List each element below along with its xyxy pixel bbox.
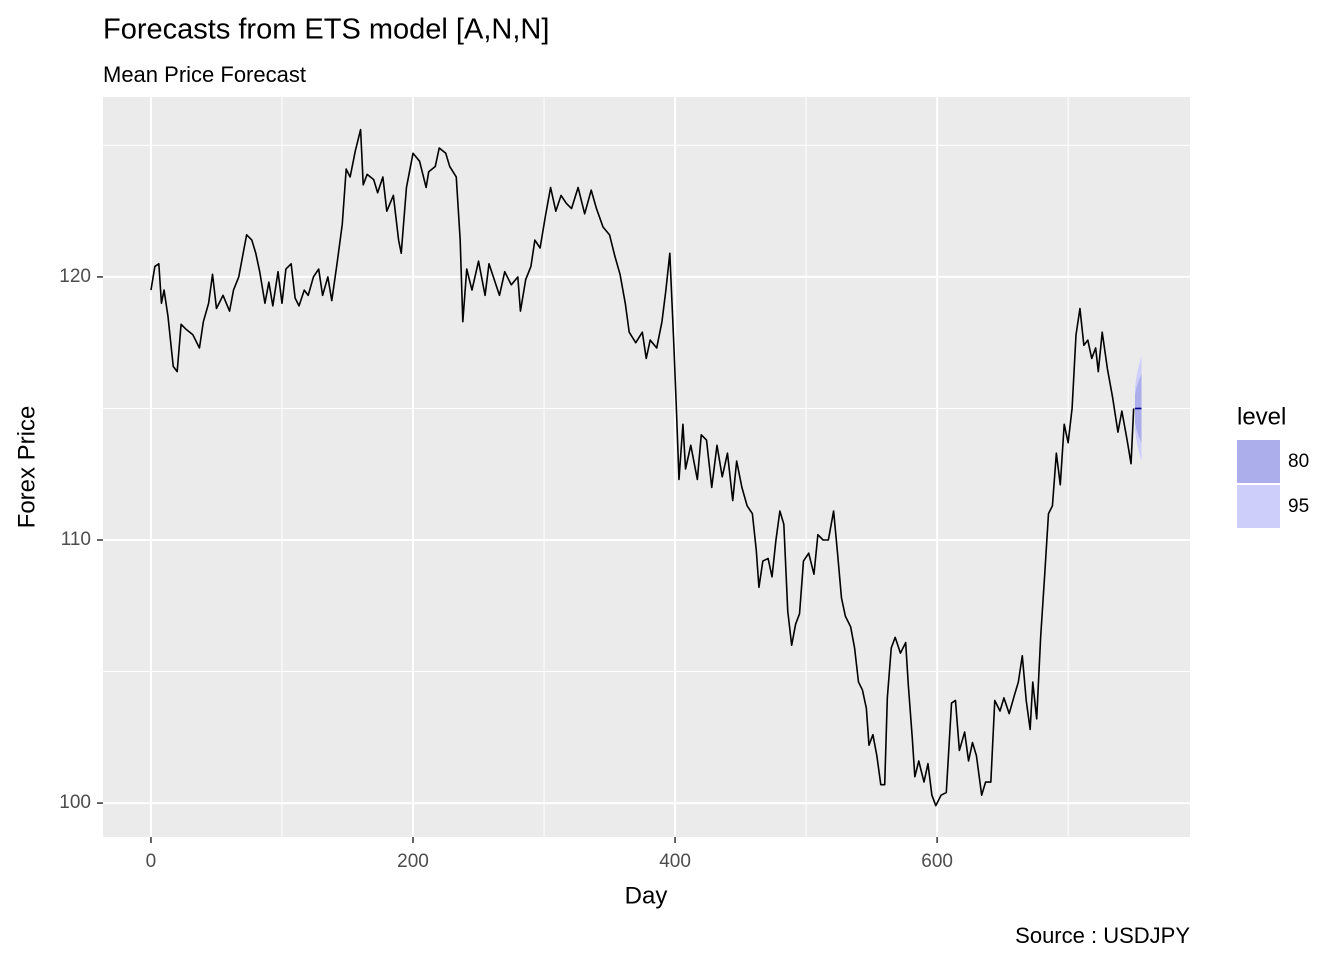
chart-subtitle: Mean Price Forecast [103,62,306,87]
chart-title: Forecasts from ETS model [A,N,N] [103,14,549,46]
legend-title: level [1237,403,1286,430]
y-tick-label: 100 [59,792,91,813]
legend-label: 95 [1288,496,1309,517]
x-axis-label: Day [625,882,668,909]
caption: Source : USDJPY [1015,923,1190,948]
price-line [150,128,1135,807]
legend-key [1237,440,1280,483]
y-tick-label: 110 [61,529,91,550]
legend-key [1237,485,1280,528]
panel [103,97,1190,837]
x-tick-label: 600 [921,851,953,872]
legend-label: 80 [1288,451,1309,472]
x-tick-label: 200 [397,851,429,872]
y-tick-label: 120 [59,266,91,287]
x-tick-label: 400 [659,851,691,872]
y-axis-label: Forex Price [13,406,40,529]
x-tick-label: 0 [146,851,157,872]
